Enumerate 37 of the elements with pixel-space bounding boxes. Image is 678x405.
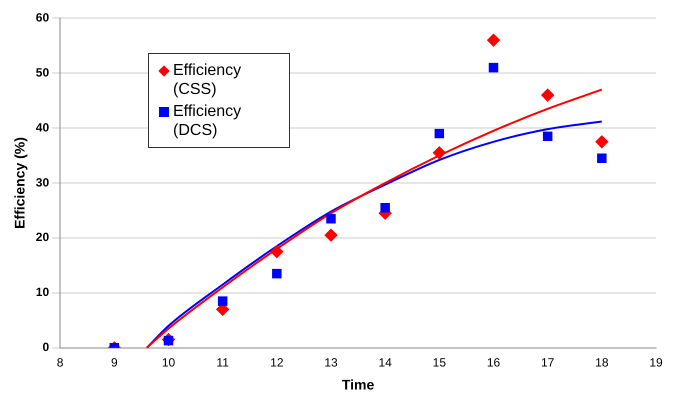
point	[486, 34, 500, 47]
x-tick-label: 17	[540, 355, 555, 370]
y-tick-label: 20	[36, 230, 50, 244]
point	[270, 245, 284, 258]
point	[272, 268, 282, 278]
x-tick-label: 8	[56, 355, 64, 370]
point	[488, 62, 498, 72]
point	[597, 154, 607, 164]
point	[595, 135, 608, 148]
point	[542, 132, 552, 142]
y-tick-label: 40	[36, 120, 50, 134]
y-tick-label: 60	[36, 10, 50, 25]
x-tick-label: 12	[270, 355, 284, 370]
legend-label: Efficiency (CSS)	[173, 61, 242, 99]
x-tick-label: 16	[486, 355, 500, 370]
point	[324, 228, 338, 242]
x-tick-label: 15	[432, 355, 446, 370]
x-tick-label: 14	[378, 355, 392, 370]
point	[541, 88, 554, 102]
y-tick-label: 10	[36, 285, 50, 300]
x-tick-label: 9	[110, 355, 118, 370]
x-tick-label: 10	[162, 355, 176, 370]
x-tick-label: 11	[216, 355, 230, 370]
x-tick-label: 18	[595, 355, 609, 370]
point	[326, 214, 336, 224]
x-tick-label: 19	[649, 355, 663, 370]
point	[434, 128, 444, 138]
x-tick-label: 13	[324, 355, 338, 370]
point	[218, 296, 228, 306]
y-tick-label: 30	[36, 175, 50, 190]
y-tick-label: 50	[36, 65, 50, 80]
y-axis-title: Efficiency (%)	[11, 137, 28, 229]
point	[432, 146, 446, 160]
point	[380, 202, 390, 212]
x-axis-title: Time	[342, 376, 374, 392]
y-tick-label: 0	[42, 340, 50, 354]
legend-label: Efficiency (DCS)	[173, 102, 242, 140]
